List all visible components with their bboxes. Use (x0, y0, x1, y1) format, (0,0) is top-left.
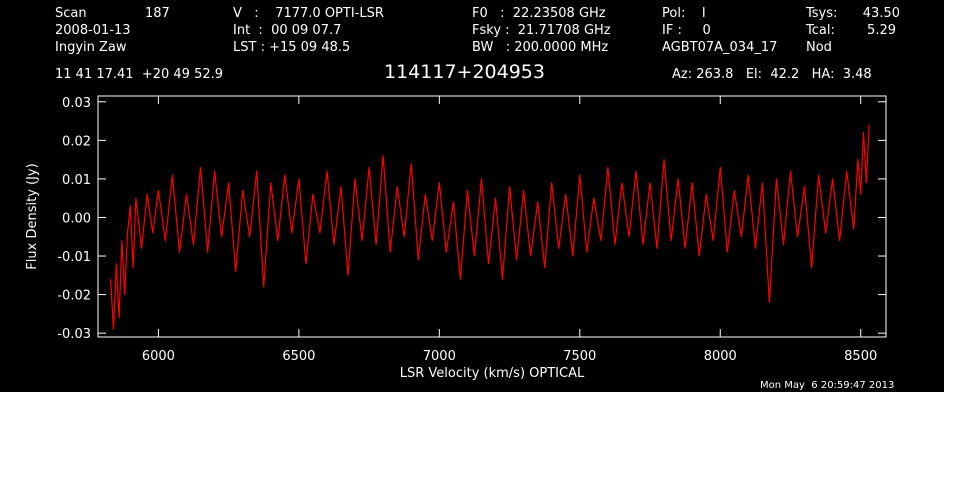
polarization-line: Pol: I (662, 6, 706, 21)
scan-label: Scan (55, 6, 87, 21)
sky-frequency-line: Fsky : 21.71708 GHz (472, 23, 611, 38)
x-axis-label: LSR Velocity (km/s) OPTICAL (400, 366, 585, 381)
plot-timestamp: Mon May 6 20:59:47 2013 (760, 380, 895, 391)
y-tick-label--0_01: -0.01 (57, 250, 91, 265)
x-tick-label-6000: 6000 (142, 349, 175, 364)
observation-date: 2008-01-13 (55, 23, 131, 38)
tsys-value: 43.50 (862, 6, 900, 21)
x-tick-label-7000: 7000 (423, 349, 456, 364)
source-coordinates: 11 41 17.41 +20 49 52.9 (55, 67, 224, 82)
bandwidth-line: BW : 200.0000 MHz (472, 40, 609, 55)
x-tick-label-7500: 7500 (563, 349, 596, 364)
spectrum-panel: Scan 187 2008-01-13 Ingyin Zaw 11 41 17.… (0, 0, 944, 392)
x-tick-label-8000: 8000 (704, 349, 737, 364)
y-tick-label-0_01: 0.01 (62, 173, 91, 188)
rest-frequency-line: F0 : 22.23508 GHz (472, 6, 606, 21)
x-tick-label-8500: 8500 (844, 349, 877, 364)
lst-line: LST : +15 09 48.5 (233, 40, 351, 55)
y-tick-label--0_03: -0.03 (57, 327, 91, 342)
observing-mode: Nod (806, 40, 832, 55)
tcal-value: 5.29 (867, 23, 896, 38)
scan-number: 187 (145, 6, 170, 21)
integration-line: Int : 00 09 07.7 (233, 23, 342, 38)
observer-name: Ingyin Zaw (55, 40, 127, 55)
y-tick-label-0_00: 0.00 (62, 211, 91, 226)
spectrum-chart: 6000 6500 7000 7500 8000 8500 -0.03 -0.02 -0.01 0… (25, 95, 887, 381)
x-tick-label-6500: 6500 (282, 349, 315, 364)
project-id: AGBT07A_034_17 (662, 40, 778, 55)
y-axis-label: Flux Density (Jy) (25, 163, 40, 269)
tsys-label: Tsys: (806, 6, 838, 21)
velocity-line: V : 7177.0 OPTI-LSR (233, 6, 384, 21)
if-line: IF : 0 (662, 23, 711, 38)
y-tick-label-0_02: 0.02 (62, 134, 91, 149)
tcal-label: Tcal: (806, 23, 835, 38)
series-line-0 (110, 124, 870, 330)
az-el-ha-line: Az: 263.8 El: 42.2 HA: 3.48 (672, 67, 872, 82)
source-name: 114117+204953 (384, 61, 545, 83)
plot-frame (97, 95, 887, 338)
y-tick-label--0_02: -0.02 (57, 289, 91, 304)
y-tick-label-0_03: 0.03 (62, 96, 91, 111)
